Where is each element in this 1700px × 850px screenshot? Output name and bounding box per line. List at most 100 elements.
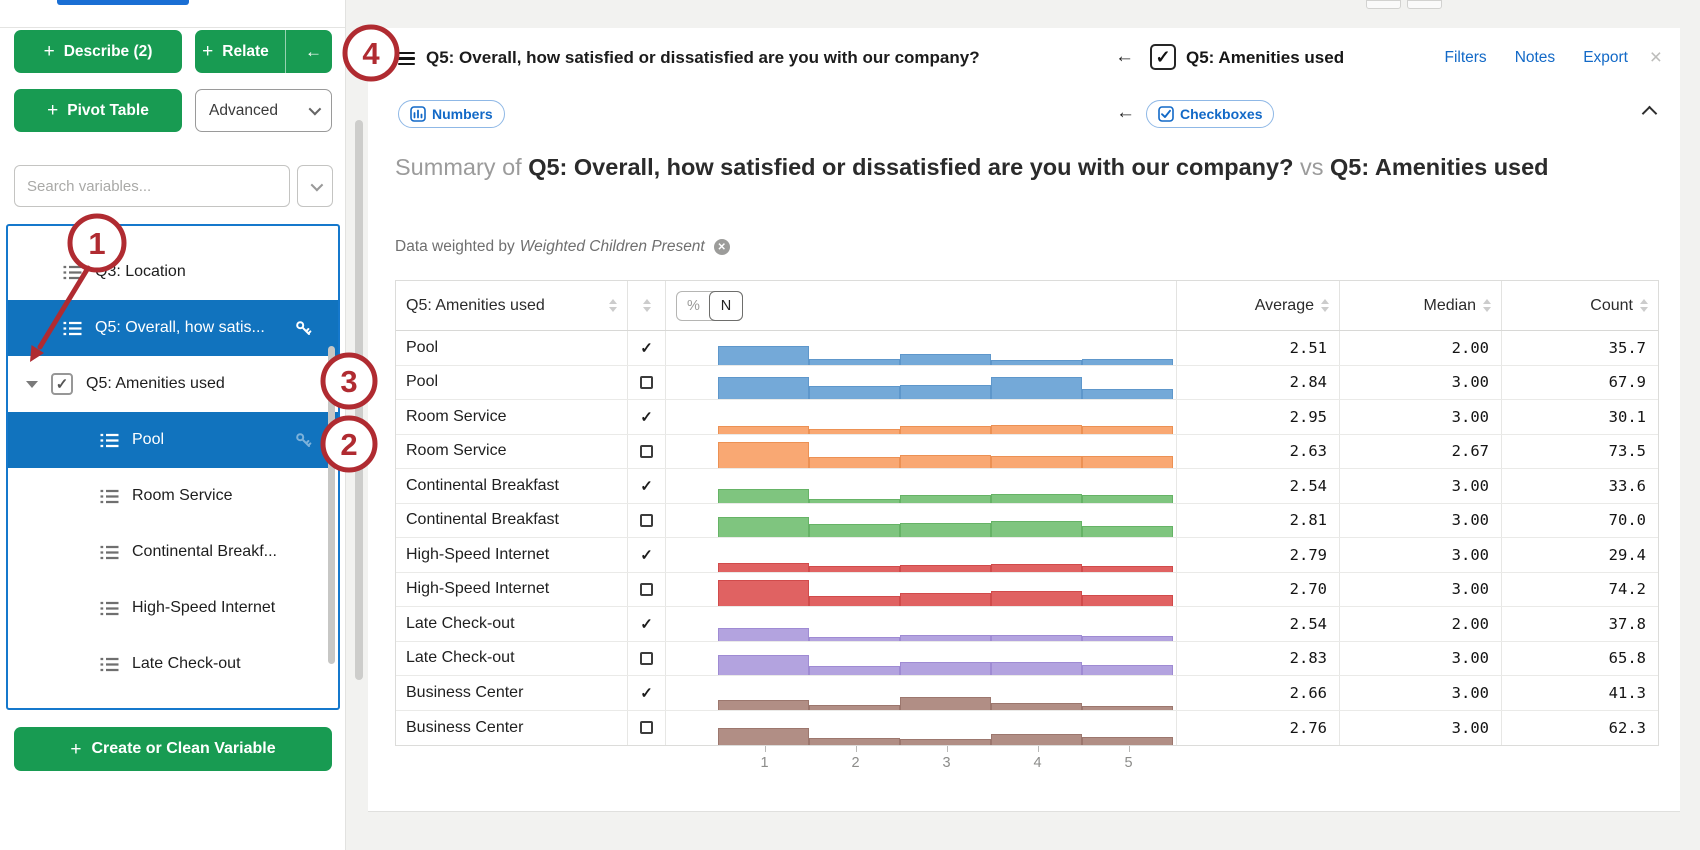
table-row[interactable]: Late Check-out 2.83 3.00 65.8: [396, 641, 1658, 676]
percent-n-toggle: % N: [676, 290, 743, 321]
export-link[interactable]: Export: [1583, 49, 1628, 66]
advanced-dropdown[interactable]: Advanced: [195, 89, 332, 132]
table-row[interactable]: Room Service 2.63 2.67 73.5: [396, 434, 1658, 469]
histogram-bin: [1082, 737, 1173, 745]
create-button-label: Create or Clean Variable: [91, 740, 276, 757]
table-row[interactable]: Continental Breakfast ✓ 2.54 3.00 33.6: [396, 469, 1658, 504]
search-options-dropdown[interactable]: [297, 165, 333, 207]
average-value: 2.84: [1177, 365, 1340, 399]
table-row[interactable]: Late Check-out ✓ 2.54 2.00 37.8: [396, 607, 1658, 642]
top-toolbar-partial-button[interactable]: [1407, 0, 1442, 9]
collapse-chevron-icon[interactable]: [1641, 105, 1658, 122]
chevron-down-icon: [310, 178, 323, 191]
empty-checkbox-icon: [640, 375, 653, 389]
histogram-bin: [718, 377, 809, 399]
histogram-bin: [809, 738, 900, 745]
search-input[interactable]: [14, 165, 290, 207]
count-value: 30.1: [1608, 407, 1646, 426]
summary-prefix: Summary of: [395, 154, 522, 180]
sidebar-variable-late-check-out[interactable]: Late Check-out: [8, 636, 338, 692]
table-row[interactable]: Pool 2.84 3.00 67.9: [396, 365, 1658, 400]
plus-icon: +: [47, 100, 59, 121]
analysis-header: Q5: Overall, how satisfied or dissatisfi…: [368, 28, 1680, 96]
top-toolbar-partial-button[interactable]: [1366, 0, 1401, 9]
summary-vs: vs: [1299, 154, 1324, 180]
count-value: 35.7: [1608, 338, 1646, 357]
sidebar-variable-q3-location[interactable]: Q3: Location: [8, 244, 338, 300]
variable-list-scrollbar[interactable]: [328, 346, 335, 664]
pivot-table-button-label: Pivot Table: [67, 101, 149, 119]
row-histogram: [666, 710, 1177, 745]
histogram-bin: [809, 386, 900, 399]
row-checkbox: ✓: [628, 400, 666, 434]
count-value: 67.9: [1608, 373, 1646, 392]
back-arrow[interactable]: ←: [1115, 46, 1134, 67]
row-label: Late Check-out: [396, 641, 628, 675]
notes-link[interactable]: Notes: [1514, 49, 1556, 66]
back-arrow[interactable]: ←: [1116, 102, 1135, 123]
histogram-bin: [900, 425, 991, 434]
weight-prefix: Data weighted by: [395, 238, 515, 255]
panel-scrollbar[interactable]: [355, 120, 363, 680]
table-row[interactable]: Business Center 2.76 3.00 62.3: [396, 710, 1658, 745]
sidebar-variable-pool[interactable]: Pool: [8, 412, 338, 468]
table-row[interactable]: Pool ✓ 2.51 2.00 35.7: [396, 331, 1658, 366]
sort-icon[interactable]: [1483, 299, 1491, 312]
table-row[interactable]: High-Speed Internet 2.70 3.00 74.2: [396, 572, 1658, 607]
bar-chart-icon: [410, 106, 426, 122]
sidebar-variable-room-service[interactable]: Room Service: [8, 468, 338, 524]
variable-checkbox[interactable]: ✓: [51, 373, 73, 395]
weight-name: Weighted Children Present: [519, 238, 705, 255]
secondary-variable-checkbox[interactable]: ✓: [1150, 44, 1176, 70]
pivot-table-button[interactable]: + Pivot Table: [14, 89, 182, 132]
check-icon: ✓: [640, 546, 653, 564]
tab-checkboxes[interactable]: Checkboxes: [1146, 100, 1275, 128]
remove-weight-icon[interactable]: ✕: [713, 239, 730, 255]
histogram-bin: [718, 488, 809, 503]
check-icon: ✓: [640, 408, 653, 426]
expand-caret-icon[interactable]: [26, 380, 38, 388]
filters-link[interactable]: Filters: [1444, 49, 1487, 66]
histogram-bin: [809, 524, 900, 537]
describe-button[interactable]: + Describe (2): [14, 30, 182, 73]
row-label: Room Service: [396, 434, 628, 468]
toggle-percent[interactable]: %: [687, 297, 700, 314]
histogram-bin: [809, 704, 900, 710]
table-row[interactable]: High-Speed Internet ✓ 2.79 3.00 29.4: [396, 538, 1658, 573]
row-label: Late Check-out: [396, 607, 628, 641]
close-icon[interactable]: ×: [1649, 46, 1662, 69]
chevron-down-icon: [308, 102, 322, 116]
table-row[interactable]: Business Center ✓ 2.66 3.00 41.3: [396, 676, 1658, 711]
histogram-bin: [1082, 494, 1173, 503]
sidebar-variable-q5-overall-how-satis[interactable]: Q5: Overall, how satis...: [8, 300, 338, 356]
histogram-axis: 1 2 3 4 5: [667, 746, 1178, 778]
sidebar-variable-high-speed-internet[interactable]: High-Speed Internet: [8, 580, 338, 636]
tab-numbers[interactable]: Numbers: [398, 100, 505, 128]
histogram-bin: [809, 498, 900, 503]
axis-tick-label: 3: [942, 755, 951, 771]
drag-handle-icon[interactable]: [398, 52, 415, 66]
axis-tick: [855, 746, 857, 752]
sidebar-variable-continental-breakf[interactable]: Continental Breakf...: [8, 524, 338, 580]
summary-title: Summary of Q5: Overall, how satisfied or…: [395, 150, 1657, 185]
relate-button[interactable]: + Relate: [195, 42, 276, 61]
average-value: 2.83: [1177, 641, 1340, 675]
table-row[interactable]: Continental Breakfast 2.81 3.00 70.0: [396, 503, 1658, 538]
row-label: Pool: [396, 331, 628, 365]
sidebar-variable-q5-amenities-used[interactable]: ✓ Q5: Amenities used: [8, 356, 338, 412]
table-row[interactable]: Room Service ✓ 2.95 3.00 30.1: [396, 400, 1658, 435]
histogram-bin: [718, 517, 809, 537]
create-or-clean-variable-button[interactable]: + Create or Clean Variable: [14, 727, 332, 771]
average-value: 2.76: [1177, 710, 1340, 745]
average-value: 2.81: [1177, 503, 1340, 537]
relate-back-button[interactable]: ←: [305, 41, 322, 61]
histogram-bin: [718, 442, 809, 468]
sort-icon[interactable]: [609, 299, 617, 312]
axis-tick: [1128, 746, 1130, 752]
median-value: 3.00: [1340, 365, 1502, 399]
toggle-n[interactable]: N: [709, 290, 743, 321]
sort-icon[interactable]: [1640, 299, 1648, 312]
sort-icon[interactable]: [1321, 299, 1329, 312]
row-label: High-Speed Internet: [396, 572, 628, 606]
sort-icon[interactable]: [642, 299, 651, 312]
